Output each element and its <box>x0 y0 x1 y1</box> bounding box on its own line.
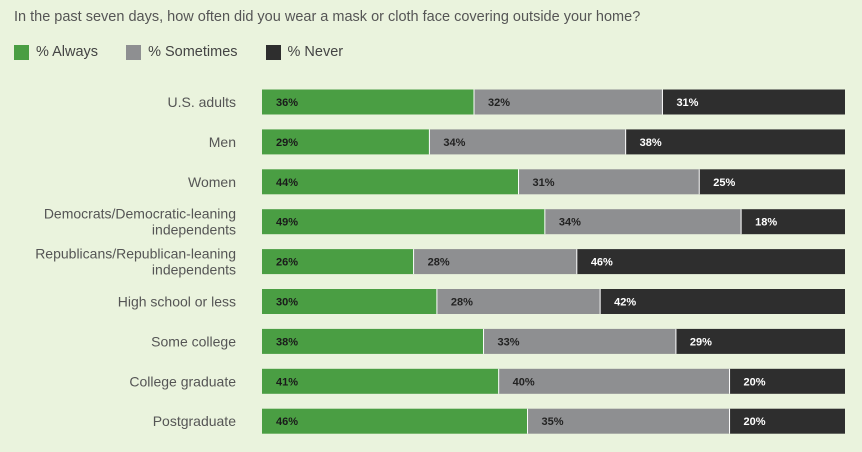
data-label-never-u-s-adults: 31% <box>676 97 698 109</box>
legend-label-always: % Always <box>36 44 99 60</box>
legend-swatch-never <box>265 44 281 60</box>
category-label-line: High school or less <box>118 294 236 310</box>
bar-segment-sometimes-republicans-republican-leaning-independents <box>413 249 577 275</box>
category-label-line: independents <box>152 262 236 278</box>
data-label-sometimes-republicans-republican-leaning-independents: 28% <box>428 257 450 269</box>
bar-segment-sometimes-men <box>429 129 626 155</box>
bar-segment-never-high-school-or-less <box>600 289 845 314</box>
data-label-sometimes-some-college: 33% <box>498 336 520 348</box>
data-label-sometimes-high-school-or-less: 28% <box>451 297 473 309</box>
data-label-always-women: 44% <box>276 177 298 189</box>
data-label-always-postgraduate: 46% <box>276 416 298 428</box>
category-label-line: Postgraduate <box>153 413 236 429</box>
category-label-line: independents <box>152 222 236 238</box>
bar-segment-sometimes-some-college <box>483 328 676 354</box>
category-label-republicans-republican-leaning-independents: Republicans/Republican-leaning independen… <box>35 246 236 278</box>
data-label-sometimes-women: 31% <box>533 177 555 189</box>
bar-segment-always-college-graduate <box>262 368 499 394</box>
data-label-always-republicans-republican-leaning-independents: 26% <box>276 257 298 269</box>
bar-segment-never-democrats-democratic-leaning-independents <box>741 209 845 235</box>
bar-segment-always-men <box>262 129 430 155</box>
bar-segment-sometimes-u-s-adults <box>474 89 663 115</box>
category-label-some-college: Some college <box>151 333 236 349</box>
category-label-high-school-or-less: High school or less <box>118 294 236 310</box>
category-label-line: U.S. adults <box>168 94 236 110</box>
data-label-always-high-school-or-less: 30% <box>276 297 298 309</box>
bar-segment-never-men <box>625 129 845 155</box>
category-label-democrats-democratic-leaning-independents: Democrats/Democratic-leaning independents <box>44 206 236 238</box>
bar-segment-sometimes-democrats-democratic-leaning-independents <box>544 209 742 235</box>
category-label-men: Men <box>209 134 236 150</box>
bar-segment-never-women <box>699 169 845 195</box>
bar-segment-always-postgraduate <box>262 408 528 434</box>
data-label-never-men: 38% <box>640 137 662 149</box>
bar-segment-never-college-graduate <box>729 368 845 394</box>
data-label-never-postgraduate: 20% <box>744 416 766 428</box>
chart-title: In the past seven days, how often did yo… <box>14 9 641 25</box>
bar-segment-sometimes-women <box>518 169 700 195</box>
bar-segment-sometimes-college-graduate <box>498 368 730 394</box>
data-label-sometimes-college-graduate: 40% <box>513 376 535 388</box>
category-label-line: Men <box>209 134 236 150</box>
bar-segment-always-democrats-democratic-leaning-independents <box>262 209 545 235</box>
legend-swatch-sometimes <box>126 44 142 60</box>
legend-item-sometimes: % Sometimes <box>126 44 238 60</box>
legend-item-never: % Never <box>265 44 344 60</box>
category-label-line: Republicans/Republican-leaning <box>35 246 236 262</box>
bar-segment-always-women <box>262 169 519 195</box>
data-label-sometimes-men: 34% <box>443 137 465 149</box>
category-label-line: Some college <box>151 333 236 349</box>
data-label-never-some-college: 29% <box>690 336 712 348</box>
legend-item-always: % Always <box>14 44 98 60</box>
data-label-never-high-school-or-less: 42% <box>614 297 636 309</box>
bar-segment-always-some-college <box>262 328 484 354</box>
bar-segment-never-some-college <box>675 328 845 354</box>
bar-segment-never-republicans-republican-leaning-independents <box>576 249 845 275</box>
data-label-sometimes-democrats-democratic-leaning-independents: 34% <box>559 217 581 229</box>
legend-label-sometimes: % Sometimes <box>148 44 238 60</box>
category-label-women: Women <box>188 174 236 190</box>
bar-segment-always-high-school-or-less <box>262 289 437 314</box>
data-label-sometimes-u-s-adults: 32% <box>488 97 510 109</box>
category-label-line: Democrats/Democratic-leaning <box>44 206 236 222</box>
data-label-sometimes-postgraduate: 35% <box>542 416 564 428</box>
category-label-line: College graduate <box>129 373 236 389</box>
data-label-always-men: 29% <box>276 137 298 149</box>
data-label-never-democrats-democratic-leaning-independents: 18% <box>755 217 777 229</box>
data-label-never-college-graduate: 20% <box>744 376 766 388</box>
bar-segment-never-postgraduate <box>729 408 845 434</box>
data-label-always-u-s-adults: 36% <box>276 97 298 109</box>
legend-label-never: % Never <box>287 44 344 60</box>
bar-segment-always-u-s-adults <box>262 89 474 115</box>
category-label-postgraduate: Postgraduate <box>153 413 236 429</box>
bar-segment-sometimes-postgraduate <box>527 408 730 434</box>
data-label-never-republicans-republican-leaning-independents: 46% <box>591 257 613 269</box>
bar-segment-never-u-s-adults <box>662 89 845 115</box>
legend-swatch-always <box>14 44 29 60</box>
category-label-u-s-adults: U.S. adults <box>168 94 236 110</box>
category-label-line: Women <box>188 174 236 190</box>
data-label-always-some-college: 38% <box>276 336 298 348</box>
legend: % Always % Sometimes % Never <box>14 44 371 60</box>
category-label-college-graduate: College graduate <box>129 373 236 389</box>
data-label-never-women: 25% <box>713 177 735 189</box>
data-label-always-college-graduate: 41% <box>276 376 298 388</box>
data-label-always-democrats-democratic-leaning-independents: 49% <box>276 217 298 229</box>
bar-segment-always-republicans-republican-leaning-independents <box>262 249 414 275</box>
bar-segment-sometimes-high-school-or-less <box>436 289 601 314</box>
